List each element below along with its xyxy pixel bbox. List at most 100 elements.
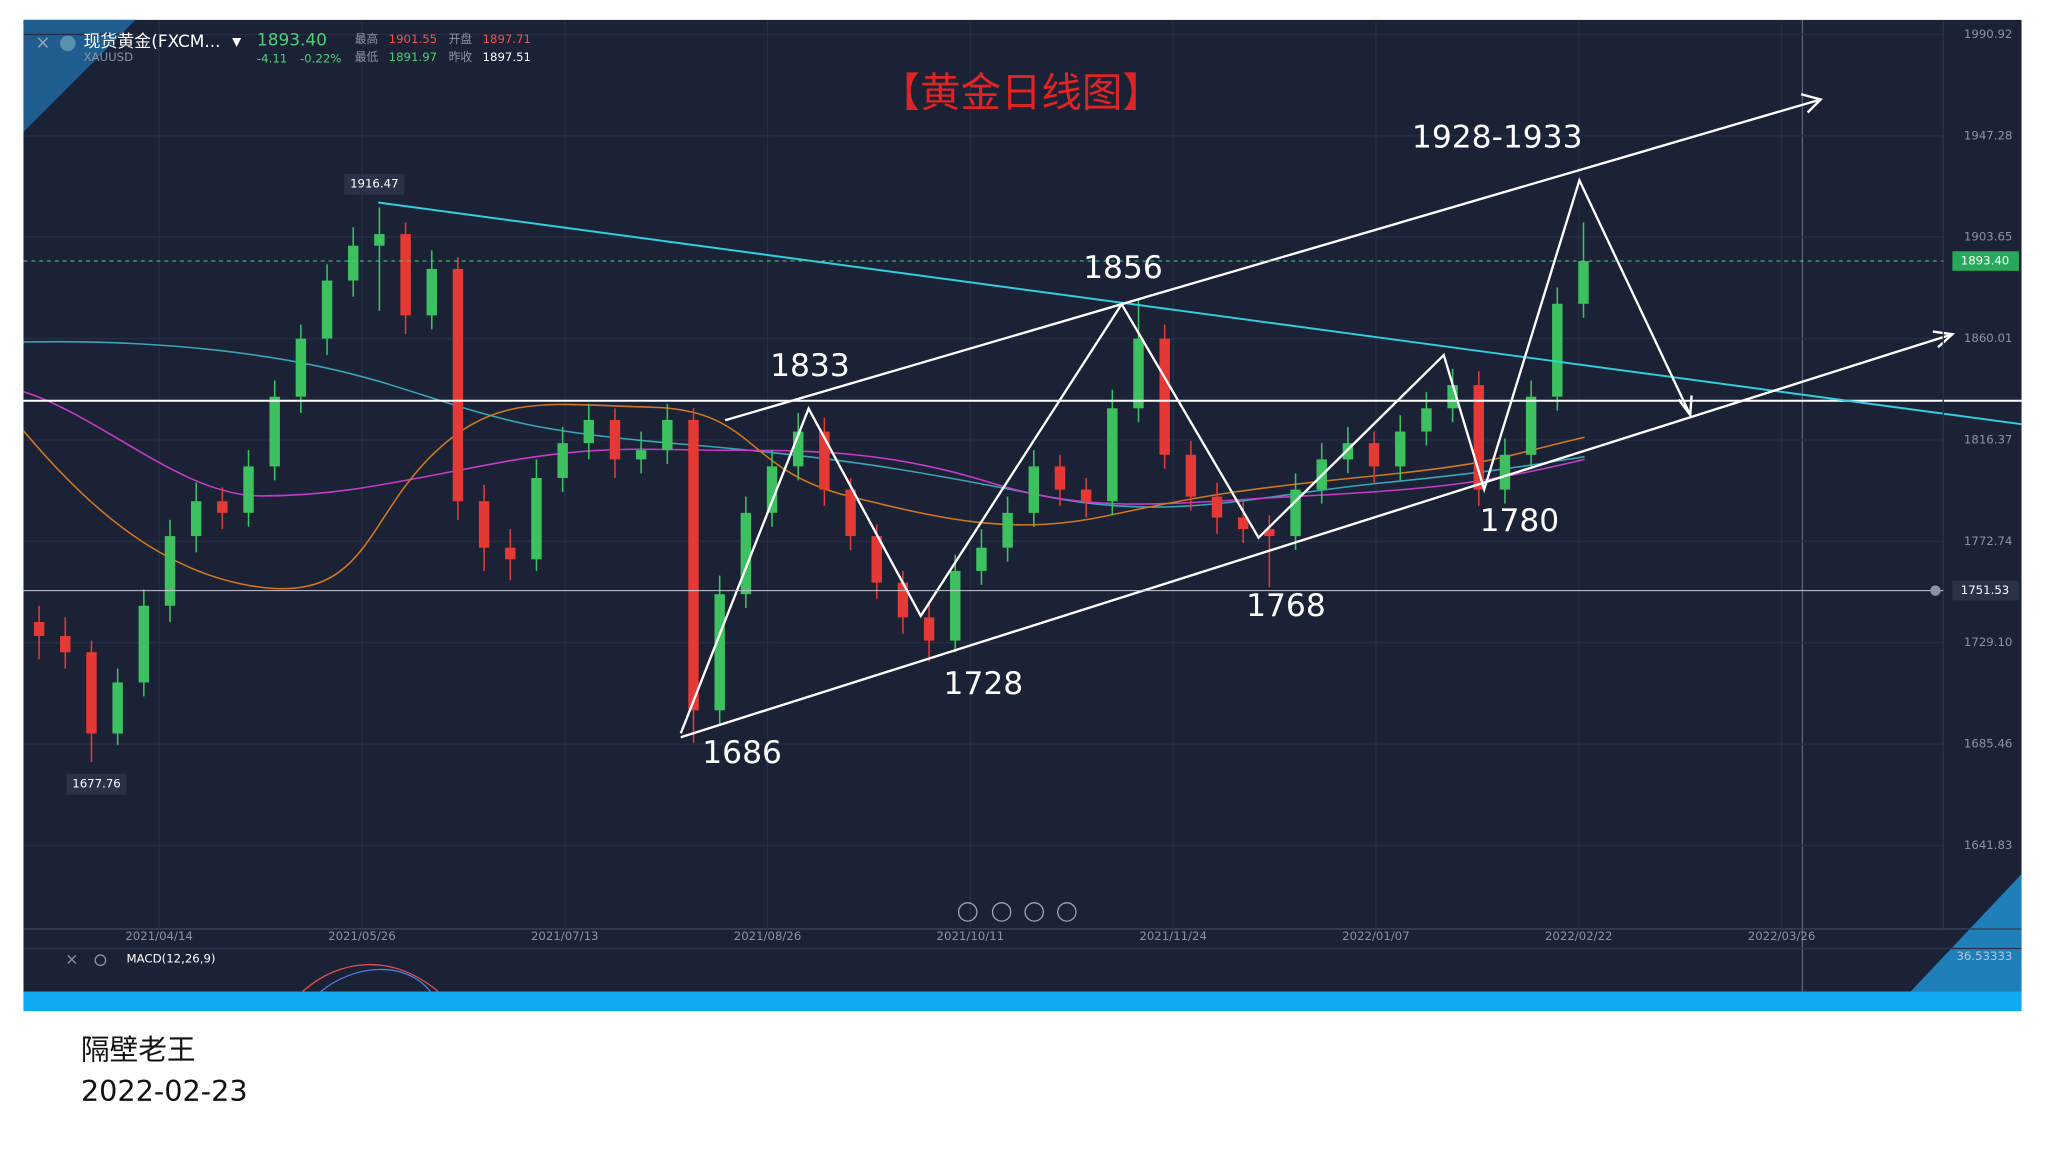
trend-line (378, 201, 2022, 426)
candle-body (1342, 443, 1354, 460)
macd-curve (302, 963, 439, 993)
candle-body (348, 245, 359, 281)
candle-body (1525, 396, 1537, 455)
chart-title: 【黄金日线图】 (880, 69, 1163, 117)
annotation: 1856 (1083, 250, 1163, 286)
caption-author: 隔壁老王 (81, 1033, 196, 1067)
stat-value: 1897.51 (483, 50, 531, 64)
close-icon[interactable]: × (35, 32, 50, 53)
zoom-in[interactable] (1057, 902, 1077, 922)
candle-body (1473, 385, 1484, 490)
macd-close[interactable]: × (65, 950, 78, 969)
change: -4.11 (257, 52, 287, 66)
x-tick-label: 2022/02/22 (1545, 929, 1613, 943)
label-box (344, 173, 405, 195)
scroll-end[interactable] (1024, 902, 1045, 922)
zigzag (679, 177, 1692, 734)
annotation: 1833 (770, 348, 850, 384)
macd-settings[interactable] (94, 954, 107, 967)
x-tick-label: 2021/04/14 (125, 929, 193, 943)
candle-body (138, 605, 150, 683)
status-bar (23, 991, 2022, 1012)
scroll-start[interactable] (991, 902, 1012, 922)
candle-body (1185, 454, 1197, 497)
candle-body (1552, 303, 1563, 397)
trough-label: 1677.76 (72, 777, 120, 791)
candle-body (243, 466, 254, 513)
candle-body (1159, 338, 1170, 455)
candle-body (845, 489, 856, 537)
candle-body (60, 635, 71, 653)
y-tick-label: 1860.01 (1964, 331, 2012, 345)
candle-body (740, 512, 752, 595)
candle-body (164, 536, 176, 606)
level-tag (1952, 580, 2019, 601)
candle-body (976, 547, 987, 571)
stat-label: 最低 (355, 50, 379, 64)
candle-body (112, 682, 123, 734)
candle-body (1054, 466, 1066, 490)
candle-body (1421, 408, 1432, 432)
annotation: 1780 (1480, 503, 1560, 539)
candle-body (1107, 408, 1118, 502)
ma-line (22, 403, 1585, 590)
candle-body (86, 652, 97, 734)
y-tick-label: 1772.74 (1964, 534, 2012, 548)
candle-body (1264, 529, 1275, 537)
candle-body (452, 268, 464, 502)
symbol-code: XAUUSD (83, 50, 133, 64)
annotation: 1686 (702, 735, 782, 771)
dropdown[interactable]: ▼ (232, 35, 241, 49)
candle-body (33, 622, 45, 636)
candle-body (557, 443, 568, 479)
stat-value: 1897.71 (483, 32, 531, 46)
candle-body (688, 419, 699, 711)
candle-body (505, 547, 516, 560)
alert-icon (1930, 585, 1941, 596)
corner-decor (1910, 874, 2022, 992)
candle-body (1080, 489, 1092, 502)
stat-label: 昨收 (449, 50, 473, 64)
arrow-head (1800, 93, 1823, 114)
candle-body (295, 338, 307, 397)
candle-body (426, 268, 437, 316)
candle-body (1290, 489, 1301, 537)
candle-body (662, 419, 673, 451)
annotation: 1928-1933 (1412, 120, 1583, 156)
chart-panel (23, 19, 2022, 1012)
y-tick-label: 1947.28 (1964, 128, 2012, 142)
candle-body (950, 570, 961, 641)
macd-value: 36.53333 (1956, 949, 2012, 963)
candle-body (1002, 512, 1013, 548)
stat-label: 开盘 (449, 32, 473, 46)
zoom-out[interactable] (957, 902, 978, 922)
price: 1893.40 (257, 30, 327, 50)
arrow-head (1677, 395, 1693, 419)
candle-body (1395, 431, 1406, 467)
level-tag-label: 1751.53 (1961, 583, 2009, 597)
candle-body (1028, 466, 1040, 513)
symbol[interactable]: 现货黄金(FXCM... (83, 31, 220, 51)
candle-body (1447, 385, 1458, 409)
x-tick-label: 2021/08/26 (734, 929, 802, 943)
candle-body (635, 450, 647, 460)
candle-body (923, 617, 935, 641)
candle-body (1237, 517, 1249, 530)
candle-body (714, 594, 725, 711)
y-tick-label: 1816.37 (1964, 432, 2012, 446)
stat-label: 最高 (355, 32, 378, 46)
macd-label: MACD(12,26,9) (127, 951, 216, 965)
candle-body (217, 501, 228, 513)
caption-date: 2022-02-23 (81, 1074, 248, 1108)
arrows (679, 93, 1956, 739)
candle-body (792, 431, 804, 467)
candle-body (190, 501, 202, 537)
x-tick-label: 2022/03/26 (1748, 929, 1816, 943)
candle-body (871, 536, 882, 583)
candle-body (1133, 338, 1144, 409)
candle-body (400, 234, 411, 316)
candle-body (1368, 443, 1380, 467)
x-tick-label: 2021/10/11 (937, 929, 1005, 943)
